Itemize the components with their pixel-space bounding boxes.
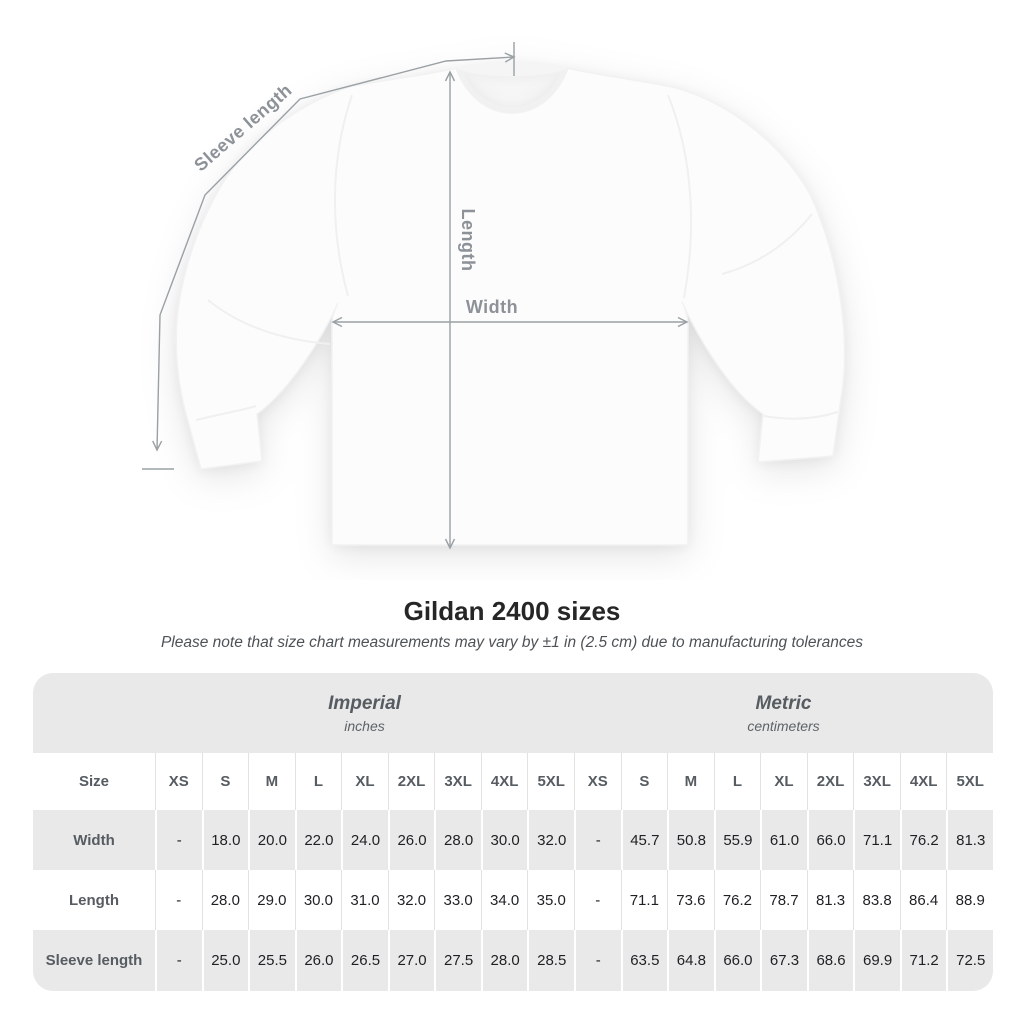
table-cell-metric: 88.9 xyxy=(946,870,993,930)
size-col-header: 2XL xyxy=(806,753,854,810)
table-cell-metric: 50.8 xyxy=(667,810,714,870)
size-row-label: Size xyxy=(78,773,109,790)
table-cell-metric: 71.1 xyxy=(853,810,900,870)
table-cell-imperial: - xyxy=(155,810,202,870)
unit-group-unit: centimeters xyxy=(747,717,820,734)
size-col-header: 5XL xyxy=(527,753,574,810)
row-label: Width xyxy=(73,831,115,849)
size-col-header: 3XL xyxy=(853,753,900,810)
table-cell-metric: 63.5 xyxy=(620,930,668,991)
unit-group-imperial: Imperial inches xyxy=(155,673,574,753)
table-cell-metric: - xyxy=(574,810,621,870)
table-cell-imperial: 28.0 xyxy=(480,930,528,991)
table-row: Length -28.0 29.0 30.0 31.0 32.0 33.0 34.0 35.0-… xyxy=(33,870,993,930)
table-cell-metric: 86.4 xyxy=(899,870,947,930)
size-col-header: M xyxy=(248,753,295,810)
table-cell-metric: - xyxy=(574,870,621,930)
table-cell-metric: 55.9 xyxy=(713,810,761,870)
table-cell-imperial: 26.0 xyxy=(294,930,342,991)
length-label: Length xyxy=(458,209,478,272)
size-col-header: 2XL xyxy=(387,753,435,810)
size-col-header: 5XL xyxy=(946,753,993,810)
size-col-header: 4XL xyxy=(480,753,528,810)
table-row: Width -18.0 20.0 22.0 24.0 26.0 28.0 30.0 32.0-4… xyxy=(33,810,993,870)
table-cell-metric: 72.5 xyxy=(946,930,993,991)
table-cell-metric: 69.9 xyxy=(853,930,900,991)
width-label: Width xyxy=(466,297,518,317)
size-col-header: 4XL xyxy=(899,753,947,810)
table-cell-metric: 76.2 xyxy=(713,870,761,930)
table-cell-imperial: 26.5 xyxy=(341,930,388,991)
table-cell-imperial: - xyxy=(155,870,202,930)
table-cell-imperial: 30.0 xyxy=(480,810,528,870)
size-col-header: XL xyxy=(760,753,807,810)
size-col-header: L xyxy=(713,753,761,810)
table-corner-spacer xyxy=(33,673,155,753)
size-col-header: XS xyxy=(155,753,202,810)
table-cell-metric: 73.6 xyxy=(667,870,714,930)
table-cell-imperial: 22.0 xyxy=(294,810,342,870)
table-cell-imperial: 32.0 xyxy=(387,870,435,930)
table-cell-imperial: 25.0 xyxy=(201,930,249,991)
size-col-header: 3XL xyxy=(434,753,481,810)
measurement-lines xyxy=(142,42,689,550)
table-cell-imperial: 35.0 xyxy=(527,870,574,930)
table-cell-imperial: 32.0 xyxy=(527,810,574,870)
table-cell-metric: 81.3 xyxy=(806,870,854,930)
table-cell-imperial: 28.5 xyxy=(527,930,574,991)
row-label: Length xyxy=(69,891,119,909)
page-title: Gildan 2400 sizes xyxy=(403,596,621,626)
table-size-header-row: Size XS S M L XL 2XL 3XL 4XL 5XL XS S M L XL 2XL 3XL 4XL 5… xyxy=(33,753,993,810)
table-cell-metric: 71.1 xyxy=(620,870,668,930)
unit-group-metric: Metric centimeters xyxy=(574,673,993,753)
table-cell-imperial: 26.0 xyxy=(387,810,435,870)
unit-group-name: Metric xyxy=(755,692,812,714)
table-cell-imperial: - xyxy=(155,930,202,991)
size-col-header: S xyxy=(620,753,668,810)
size-col-header: L xyxy=(294,753,342,810)
table-cell-metric: 68.6 xyxy=(806,930,854,991)
table-cell-imperial: 27.0 xyxy=(387,930,435,991)
table-cell-imperial: 24.0 xyxy=(341,810,388,870)
table-cell-imperial: 31.0 xyxy=(341,870,388,930)
table-cell-imperial: 18.0 xyxy=(201,810,249,870)
shirt-diagram: Sleeve length Length Width xyxy=(142,42,846,550)
size-col-header: M xyxy=(667,753,714,810)
unit-group-name: Imperial xyxy=(328,692,401,714)
table-unit-header-row: Imperial inches Metric centimeters xyxy=(33,673,993,753)
size-col-header: XL xyxy=(341,753,388,810)
table-cell-metric: 76.2 xyxy=(899,810,947,870)
row-label: Sleeve length xyxy=(45,952,143,969)
sleeve-length-line xyxy=(152,52,516,452)
back-collar xyxy=(456,61,568,77)
table-cell-metric: 66.0 xyxy=(806,810,854,870)
page-subtitle: Please note that size chart measurements… xyxy=(160,634,864,651)
table-cell-metric: 67.3 xyxy=(760,930,807,991)
table-cell-metric: 83.8 xyxy=(853,870,900,930)
table-cell-imperial: 25.5 xyxy=(248,930,295,991)
table-cell-metric: - xyxy=(574,930,621,991)
table-cell-metric: 64.8 xyxy=(667,930,714,991)
table-cell-metric: 78.7 xyxy=(760,870,807,930)
size-col-header: S xyxy=(201,753,249,810)
table-cell-metric: 81.3 xyxy=(946,810,993,870)
unit-group-unit: inches xyxy=(344,717,385,734)
table-cell-imperial: 20.0 xyxy=(248,810,295,870)
table-cell-metric: 61.0 xyxy=(760,810,807,870)
table-cell-imperial: 30.0 xyxy=(294,870,342,930)
table-cell-imperial: 29.0 xyxy=(248,870,295,930)
size-table: Imperial inches Metric centimeters Size XS S M L… xyxy=(33,673,993,991)
table-cell-metric: 66.0 xyxy=(713,930,761,991)
table-cell-imperial: 28.0 xyxy=(434,810,481,870)
table-cell-metric: 71.2 xyxy=(899,930,947,991)
table-cell-imperial: 28.0 xyxy=(201,870,249,930)
size-col-header: XS xyxy=(574,753,621,810)
table-cell-imperial: 34.0 xyxy=(480,870,528,930)
table-row: Sleeve length -25.0 25.5 26.0 26.5 27.0 27.5 28… xyxy=(33,930,993,991)
table-cell-imperial: 27.5 xyxy=(434,930,481,991)
table-cell-imperial: 33.0 xyxy=(434,870,481,930)
table-cell-metric: 45.7 xyxy=(620,810,668,870)
